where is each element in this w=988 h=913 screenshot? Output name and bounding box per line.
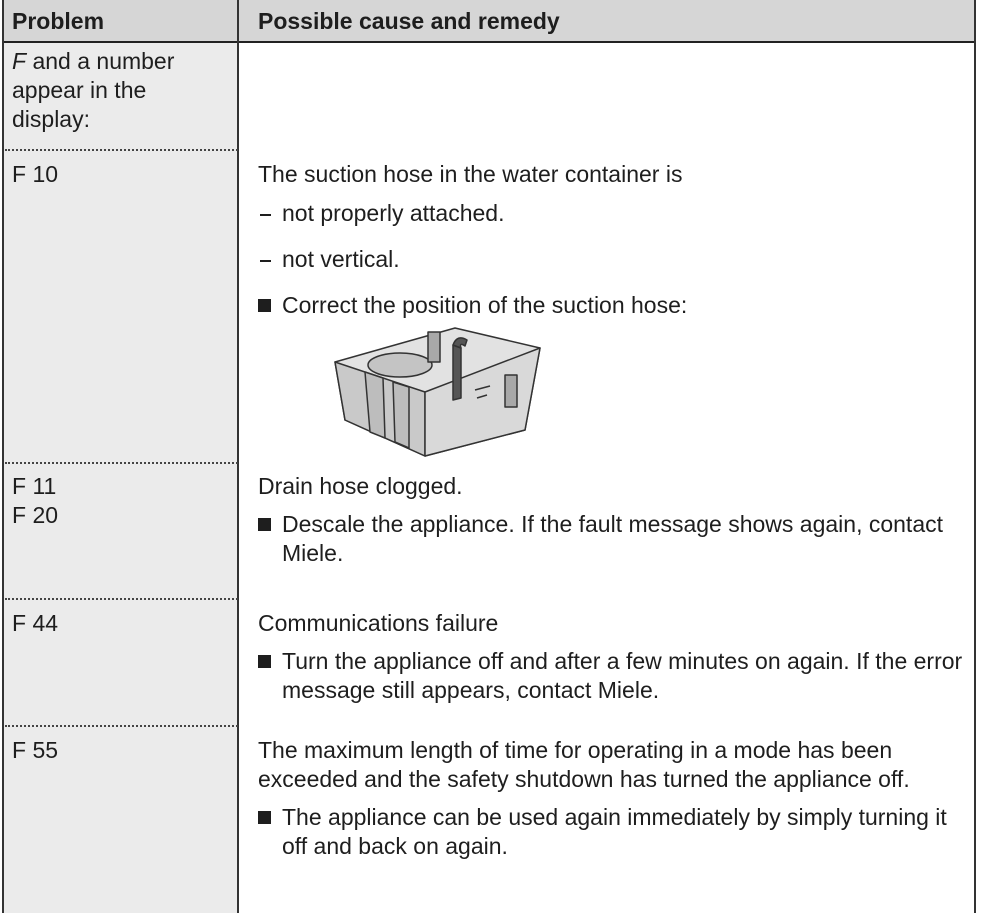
cause-cell: Drain hose clogged. Descale the applianc… <box>258 472 963 568</box>
remedy: Turn the appliance off and after a few m… <box>258 647 963 705</box>
header-cell: Possible cause and remedy <box>258 8 560 34</box>
problem-text: and a number appear in the display: <box>12 48 175 132</box>
cause: The suction hose in the water container … <box>258 161 683 187</box>
remedy: Descale the appliance. If the fault mess… <box>258 510 963 568</box>
remedy-text: Turn the appliance off and after a few m… <box>282 648 963 703</box>
row-separator <box>5 598 238 600</box>
problem-code: F 10 <box>12 161 59 187</box>
cause: Drain hose clogged. <box>258 473 463 499</box>
header-bg <box>3 0 975 43</box>
remedy-text: Descale the appliance. If the fault mess… <box>282 511 944 566</box>
water-container-illustration <box>334 327 541 457</box>
problem-cell: F and a number appear in the display: <box>12 47 227 134</box>
problem-code: F 44 <box>12 610 59 636</box>
header-cell: Problem <box>12 8 105 34</box>
cause: Communications failure <box>258 610 499 636</box>
problem-code: F 20 <box>12 502 59 528</box>
item-text: not properly attached. <box>282 200 505 226</box>
row-separator <box>5 462 238 464</box>
cause: The maximum length of time for operating… <box>258 737 910 792</box>
row-separator <box>5 725 238 727</box>
table-border <box>974 0 976 913</box>
cause-cell: Communications failure Turn the applianc… <box>258 609 963 705</box>
item-text: not vertical. <box>282 246 400 272</box>
remedy: The appliance can be used again immediat… <box>258 803 963 861</box>
column-divider <box>237 0 239 913</box>
problem-cell: F 11 F 20 <box>12 472 58 530</box>
remedy: Correct the position of the suction hose… <box>258 291 963 320</box>
remedy-text: The appliance can be used again immediat… <box>282 804 947 859</box>
list-item: not vertical. <box>258 245 963 274</box>
list-item: not properly attached. <box>258 199 963 228</box>
problem-code: F 11 <box>12 473 57 499</box>
remedy-text: Correct the position of the suction hose… <box>282 292 688 318</box>
row-separator <box>5 149 238 151</box>
problem-code: F <box>12 48 27 74</box>
problem-code: F 55 <box>12 737 59 763</box>
cause-cell: The maximum length of time for operating… <box>258 736 963 861</box>
table-border <box>2 0 4 913</box>
cause-cell: The suction hose in the water container … <box>258 160 963 320</box>
problem-column-bg <box>3 0 238 913</box>
